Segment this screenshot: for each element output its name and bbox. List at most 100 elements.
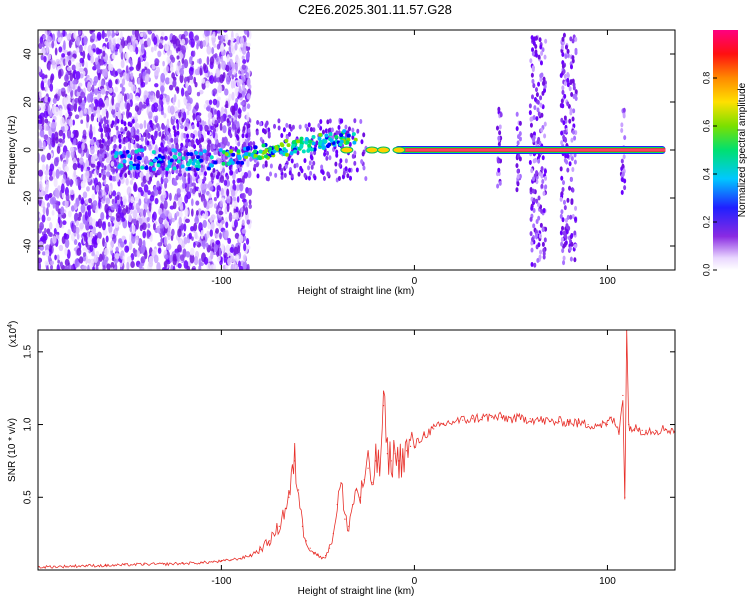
noise-speckle	[229, 52, 233, 58]
noise-speckle	[209, 56, 215, 66]
noise-speckle	[217, 84, 223, 94]
drift-blob	[308, 139, 313, 144]
band-speckle	[190, 132, 194, 138]
noise-speckle	[141, 222, 147, 231]
drift-blob	[258, 149, 263, 154]
band-speckle	[312, 127, 316, 133]
line-center	[395, 149, 666, 151]
drift-blob	[311, 141, 316, 146]
noise-speckle	[50, 75, 54, 84]
burst-speckle	[541, 179, 545, 185]
band-speckle	[359, 119, 363, 125]
noise-speckle	[177, 262, 182, 269]
drift-blob	[299, 144, 304, 149]
drift-blob	[250, 153, 255, 158]
noise-speckle	[190, 198, 194, 207]
noise-speckle	[246, 111, 250, 122]
noise-speckle	[138, 72, 142, 79]
drift-blob	[279, 150, 284, 155]
noise-speckle	[237, 108, 242, 115]
noise-speckle	[73, 103, 78, 112]
noise-speckle	[154, 58, 160, 65]
noise-speckle	[197, 66, 200, 76]
noise-speckle	[233, 262, 237, 270]
burst-speckle	[561, 89, 565, 95]
noise-speckle	[140, 81, 146, 88]
band-speckle	[274, 172, 278, 178]
band-speckle	[241, 133, 245, 139]
noise-speckle	[187, 102, 192, 112]
noise-speckle	[178, 111, 182, 119]
band-speckle	[198, 133, 202, 139]
noise-speckle	[234, 73, 238, 78]
noise-speckle	[47, 105, 51, 115]
band-speckle	[165, 130, 169, 136]
band-speckle	[247, 132, 251, 138]
noise-speckle	[41, 116, 45, 126]
noise-speckle	[172, 201, 177, 210]
burst-speckle	[534, 52, 538, 58]
noise-speckle	[216, 110, 221, 118]
noise-speckle	[162, 60, 165, 67]
early-track-blob	[122, 159, 127, 164]
burst-speckle	[518, 131, 522, 137]
band-speckle	[216, 174, 220, 180]
snr-point	[220, 560, 222, 562]
noise-speckle	[151, 103, 156, 113]
band-speckle	[330, 127, 334, 133]
noise-speckle	[138, 101, 143, 111]
noise-speckle	[177, 98, 181, 109]
band-speckle	[113, 143, 117, 149]
noise-speckle	[38, 104, 41, 110]
burst-speckle	[563, 205, 567, 211]
noise-speckle	[110, 261, 115, 270]
noise-speckle	[128, 202, 133, 211]
snr-point	[558, 421, 560, 423]
band-speckle	[353, 150, 357, 156]
burst-speckle	[531, 47, 535, 53]
burst-speckle	[499, 112, 503, 118]
noise-speckle	[245, 72, 249, 79]
band-speckle	[215, 139, 219, 145]
early-track-blob	[206, 166, 211, 171]
band-speckle	[236, 128, 240, 134]
snr-point	[355, 489, 358, 491]
band-speckle	[120, 119, 124, 125]
burst-speckle	[574, 47, 578, 53]
band-speckle	[105, 127, 109, 133]
burst-speckle	[559, 213, 563, 219]
noise-speckle	[216, 255, 221, 262]
band-speckle	[205, 155, 209, 161]
noise-speckle	[51, 40, 55, 49]
burst-speckle	[497, 106, 501, 112]
noise-speckle	[145, 172, 150, 182]
band-speckle	[277, 118, 281, 124]
burst-speckle	[532, 223, 536, 229]
band-speckle	[185, 118, 189, 124]
noise-speckle	[73, 212, 79, 222]
noise-speckle	[72, 162, 78, 171]
band-speckle	[284, 163, 288, 169]
noise-speckle	[41, 164, 46, 172]
noise-speckle	[109, 232, 113, 239]
band-speckle	[160, 142, 164, 148]
burst-speckle	[529, 187, 533, 193]
band-speckle	[283, 172, 287, 178]
noise-speckle	[38, 249, 41, 255]
snr-point	[606, 423, 609, 426]
noise-speckle	[148, 260, 154, 268]
noise-speckle	[110, 161, 115, 167]
noise-speckle	[226, 194, 231, 205]
drift-blob	[253, 153, 258, 158]
noise-speckle	[75, 71, 81, 80]
burst-speckle	[573, 135, 577, 141]
noise-speckle	[77, 161, 80, 168]
noise-speckle	[197, 178, 203, 184]
drift-blob	[334, 135, 339, 140]
noise-speckle	[112, 136, 117, 143]
burst-speckle	[539, 76, 543, 82]
burst-speckle	[568, 185, 572, 191]
noise-speckle	[89, 49, 94, 57]
noise-speckle	[149, 94, 153, 103]
burst-speckle	[563, 157, 567, 163]
